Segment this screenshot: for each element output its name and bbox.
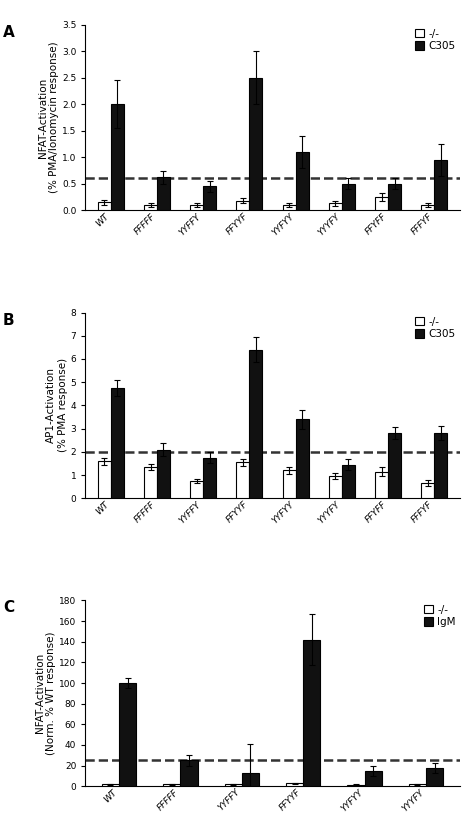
Bar <box>144 467 157 498</box>
Bar <box>163 784 181 786</box>
Bar <box>249 350 263 498</box>
Bar <box>98 202 111 210</box>
Bar <box>203 458 216 498</box>
Bar <box>144 205 157 210</box>
Bar <box>190 205 203 210</box>
Bar <box>111 104 124 210</box>
Text: B: B <box>3 313 15 328</box>
Bar <box>242 773 259 786</box>
Bar <box>434 160 447 210</box>
Bar <box>157 178 170 210</box>
Bar <box>249 78 263 210</box>
Bar <box>237 462 249 498</box>
Text: A: A <box>3 25 15 39</box>
Y-axis label: AP1-Activation
(% PMA response): AP1-Activation (% PMA response) <box>46 359 68 452</box>
Legend: -/-, C305: -/-, C305 <box>413 27 458 53</box>
Bar <box>303 640 320 786</box>
Bar <box>434 433 447 498</box>
Bar <box>329 203 342 210</box>
Bar <box>421 205 434 210</box>
Bar <box>342 464 355 498</box>
Bar <box>190 481 203 498</box>
Bar <box>237 201 249 210</box>
Bar <box>342 183 355 210</box>
Bar <box>365 771 382 786</box>
Bar <box>98 461 111 498</box>
Bar <box>421 483 434 498</box>
Bar <box>286 783 303 786</box>
Bar <box>388 183 401 210</box>
Bar <box>409 784 426 786</box>
Bar <box>375 472 388 498</box>
Bar <box>102 784 119 786</box>
Bar <box>225 784 242 786</box>
Legend: -/-, IgM: -/-, IgM <box>421 603 458 629</box>
Bar <box>296 152 309 210</box>
Y-axis label: NFAT-Activation
(% PMA/Ionomycin response): NFAT-Activation (% PMA/Ionomycin respons… <box>37 42 59 193</box>
Bar <box>347 785 365 786</box>
Bar <box>111 388 124 498</box>
Text: C: C <box>3 600 14 615</box>
Bar <box>119 683 136 786</box>
Bar <box>388 433 401 498</box>
Bar <box>181 760 198 786</box>
Bar <box>329 476 342 498</box>
Bar <box>283 470 296 498</box>
Legend: -/-, C305: -/-, C305 <box>413 314 458 342</box>
Bar <box>296 419 309 498</box>
Y-axis label: NFAT-Activation
(Norm. % WT response): NFAT-Activation (Norm. % WT response) <box>35 631 56 755</box>
Bar <box>157 450 170 498</box>
Bar <box>203 187 216 210</box>
Bar <box>375 197 388 210</box>
Bar <box>426 767 443 786</box>
Bar <box>283 205 296 210</box>
